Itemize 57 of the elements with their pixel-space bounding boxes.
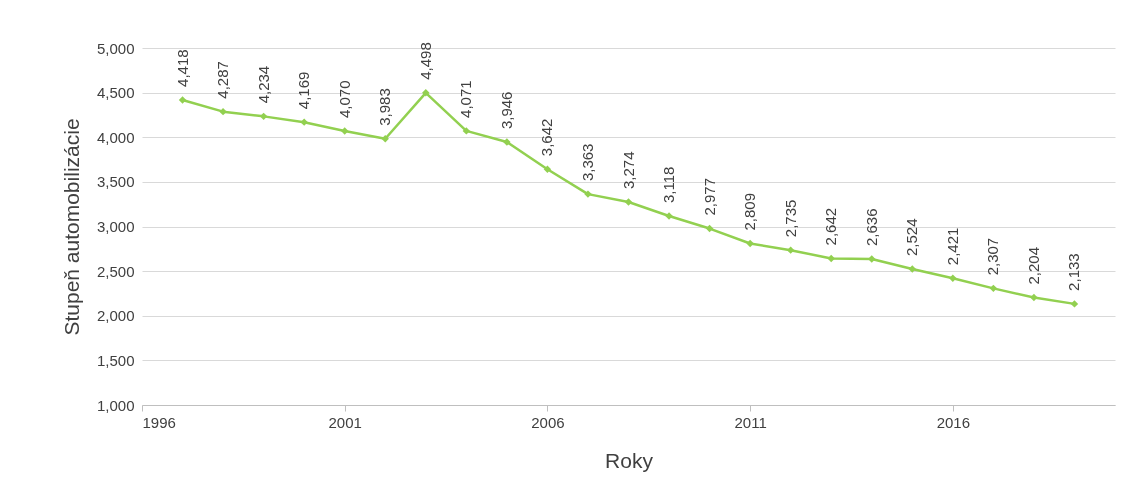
data-label: 4,070 — [335, 80, 353, 118]
y-tick-label: 4,000 — [96, 128, 135, 146]
point — [624, 198, 633, 206]
y-tick-label: 4,500 — [96, 84, 135, 102]
data-label: 2,636 — [862, 208, 880, 246]
y-tick-label: 3,500 — [96, 173, 135, 191]
data-label: 2,735 — [781, 199, 799, 238]
point — [259, 112, 268, 121]
y-tick-label: 5,000 — [96, 39, 135, 57]
data-label: 2,421 — [943, 227, 961, 266]
x-tick-label: 2011 — [734, 413, 767, 431]
data-label: 4,071 — [457, 80, 475, 118]
data-label: 4,234 — [254, 65, 272, 104]
data-label: 2,307 — [984, 237, 1002, 276]
point — [462, 127, 471, 135]
data-label: 2,524 — [903, 218, 921, 256]
point — [1070, 300, 1079, 308]
point — [827, 254, 835, 263]
x-axis-title: Roky — [605, 448, 654, 472]
data-label: 2,977 — [700, 178, 718, 216]
point — [908, 265, 916, 273]
data-label: 3,642 — [538, 118, 556, 157]
point — [422, 89, 430, 97]
point — [178, 96, 187, 104]
data-label: 4,418 — [173, 49, 191, 87]
point — [219, 107, 227, 116]
point — [341, 127, 349, 135]
data-label: 2,133 — [1065, 253, 1083, 291]
y-tick-label: 2,000 — [96, 307, 135, 325]
y-tick-label: 2,500 — [96, 262, 135, 280]
y-tick-label: 3,000 — [96, 218, 135, 235]
x-tick-label: 2001 — [328, 413, 362, 431]
data-label: 2,204 — [1024, 247, 1042, 285]
data-label: 3,118 — [660, 166, 678, 203]
y-tick-label: 1,000 — [96, 396, 135, 414]
point — [381, 135, 389, 143]
data-label: 4,498 — [416, 42, 434, 80]
point — [746, 239, 754, 248]
y-axis-title: Stupeň automobilizácie — [59, 118, 83, 336]
x-tick-label: 2016 — [936, 413, 971, 431]
data-label: 2,642 — [822, 207, 840, 246]
data-label: 4,169 — [295, 71, 313, 110]
data-label: 3,946 — [497, 91, 515, 130]
point — [989, 284, 998, 293]
point — [949, 274, 957, 282]
x-tick-label: 1996 — [142, 413, 176, 431]
point — [543, 165, 552, 173]
data-label: 3,274 — [619, 151, 637, 190]
point — [300, 118, 308, 126]
point — [1030, 293, 1038, 302]
x-tick-label: 2006 — [531, 413, 565, 431]
data-label: 2,809 — [741, 193, 759, 231]
point — [705, 224, 714, 233]
y-tick-label: 1,500 — [96, 351, 135, 369]
data-label: 3,983 — [376, 88, 394, 126]
data-label: 3,363 — [578, 143, 596, 182]
data-label: 4,287 — [214, 61, 232, 99]
